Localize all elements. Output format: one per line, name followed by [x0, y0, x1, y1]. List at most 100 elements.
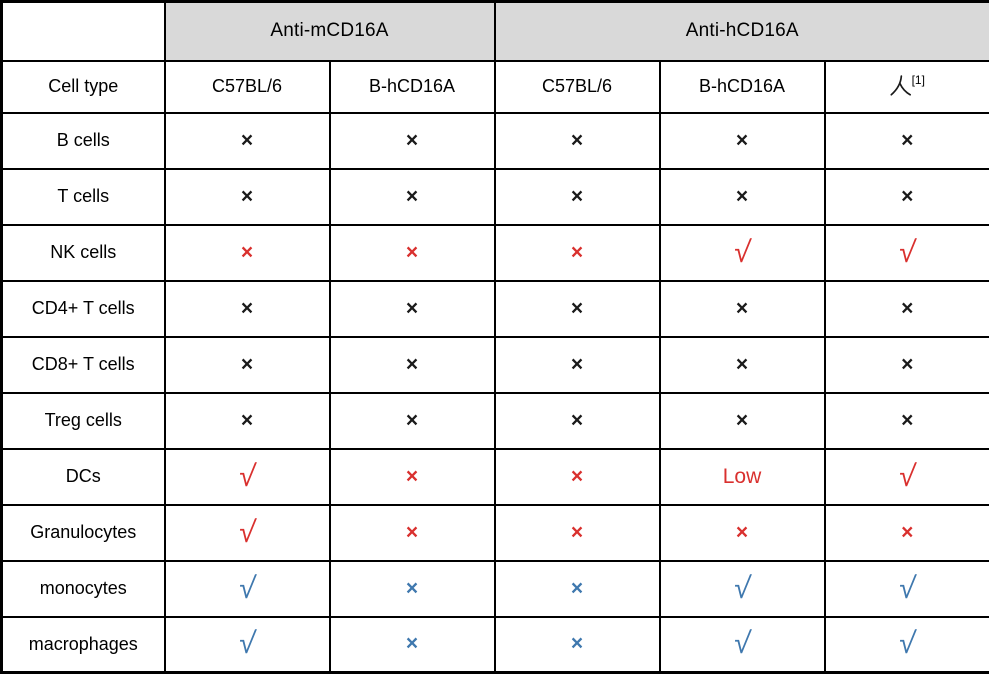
- cross-mark: ×: [735, 128, 749, 152]
- cross-mark: ×: [570, 576, 584, 600]
- check-mark: √: [237, 459, 258, 493]
- cross-mark: ×: [405, 464, 419, 488]
- table-cell: √: [163, 615, 331, 674]
- table-cell: √: [163, 447, 331, 506]
- table-row-cd8-t-cells: CD8+ T cells × × × × ×: [0, 335, 989, 394]
- row-label-treg-cells: Treg cells: [0, 391, 166, 450]
- table-row-dcs: DCs √ × × Low √: [0, 447, 989, 506]
- cross-mark: ×: [570, 296, 584, 320]
- column-header-b-hcd16a-human: B-hCD16A: [658, 59, 826, 114]
- cross-mark: ×: [901, 296, 914, 320]
- cross-mark: ×: [240, 408, 254, 432]
- cross-mark: ×: [735, 352, 749, 376]
- table-row-treg-cells: Treg cells × × × × ×: [0, 391, 989, 450]
- table-row-monocytes: monocytes √ × × √ √: [0, 559, 989, 618]
- table-cell: ×: [328, 167, 496, 226]
- check-mark: √: [237, 515, 258, 549]
- table-cell: ×: [493, 111, 661, 170]
- cross-mark: ×: [570, 184, 584, 208]
- table-cell: ×: [658, 279, 826, 338]
- low-label: Low: [722, 464, 762, 488]
- table-cell: ×: [658, 167, 826, 226]
- row-label-dcs: DCs: [0, 447, 166, 506]
- cross-mark: ×: [570, 352, 584, 376]
- table-cell: √: [823, 447, 989, 506]
- table-cell: ×: [493, 279, 661, 338]
- row-label-granulocytes: Granulocytes: [0, 503, 166, 562]
- check-mark: √: [732, 235, 753, 269]
- cross-mark: ×: [405, 632, 419, 656]
- cross-mark: ×: [405, 576, 419, 600]
- table-cell: ×: [823, 279, 989, 338]
- table-cell: ×: [493, 167, 661, 226]
- row-label-nk-cells: NK cells: [0, 223, 166, 282]
- row-label-t-cells: T cells: [0, 167, 166, 226]
- table-cell: ×: [328, 559, 496, 618]
- table-cell: ×: [823, 391, 989, 450]
- cross-mark: ×: [240, 240, 254, 264]
- table-cell: ×: [823, 503, 989, 562]
- table-cell: ×: [328, 615, 496, 674]
- table-cell: ×: [493, 447, 661, 506]
- table-body: B cells × × × × × T cells × × × × × NK cells × × × √ √ CD4…: [0, 111, 989, 674]
- table-row-granulocytes: Granulocytes √ × × × ×: [0, 503, 989, 562]
- column-header-cell-type: Cell type: [0, 59, 166, 114]
- table-cell: ×: [328, 111, 496, 170]
- cross-mark: ×: [240, 184, 254, 208]
- check-mark: √: [732, 627, 753, 661]
- table-row-cd4-t-cells: CD4+ T cells × × × × ×: [0, 279, 989, 338]
- cross-mark: ×: [405, 240, 419, 264]
- cross-mark: ×: [405, 128, 419, 152]
- check-mark: √: [897, 459, 918, 493]
- table-cell: ×: [658, 503, 826, 562]
- row-label-b-cells: B cells: [0, 111, 166, 170]
- cross-mark: ×: [570, 408, 584, 432]
- table-cell: ×: [493, 615, 661, 674]
- table-cell: √: [658, 559, 826, 618]
- cross-mark: ×: [240, 352, 254, 376]
- table-cell: ×: [823, 167, 989, 226]
- table-cell: √: [823, 615, 989, 674]
- cross-mark: ×: [901, 128, 914, 152]
- human-character-glyph: [889, 74, 911, 96]
- table-cell: √: [163, 559, 331, 618]
- reference-superscript: [1]: [911, 72, 925, 87]
- table-cell: ×: [658, 391, 826, 450]
- check-mark: √: [897, 627, 918, 661]
- table-row-b-cells: B cells × × × × ×: [0, 111, 989, 170]
- cross-mark: ×: [735, 520, 749, 544]
- table-cell: √: [823, 223, 989, 282]
- row-label-macrophages: macrophages: [0, 615, 166, 674]
- cross-mark: ×: [735, 184, 749, 208]
- table-row-nk-cells: NK cells × × × √ √: [0, 223, 989, 282]
- cross-mark: ×: [570, 464, 584, 488]
- human-character-label: [1]: [889, 72, 925, 96]
- table-cell: ×: [163, 111, 331, 170]
- table-cell: √: [658, 223, 826, 282]
- table-cell: ×: [328, 391, 496, 450]
- cross-mark: ×: [901, 408, 914, 432]
- table-cell: ×: [163, 391, 331, 450]
- table-cell: ×: [658, 111, 826, 170]
- cross-mark: ×: [570, 240, 584, 264]
- cross-mark: ×: [240, 128, 254, 152]
- cross-mark: ×: [735, 408, 749, 432]
- table-cell: ×: [328, 223, 496, 282]
- column-header-b-hcd16a-mouse: B-hCD16A: [328, 59, 496, 114]
- cross-mark: ×: [405, 520, 419, 544]
- column-header-human: [1]: [823, 59, 989, 114]
- table-cell: ×: [328, 279, 496, 338]
- table-cell: ×: [493, 559, 661, 618]
- cross-mark: ×: [405, 352, 419, 376]
- check-mark: √: [732, 571, 753, 605]
- check-mark: √: [897, 571, 918, 605]
- cross-mark: ×: [735, 296, 749, 320]
- group-header-anti-hcd16a: Anti-hCD16A: [493, 0, 989, 62]
- cross-mark: ×: [901, 184, 914, 208]
- check-mark: √: [897, 235, 918, 269]
- cross-mark: ×: [405, 296, 419, 320]
- column-header-c57bl6-human: C57BL/6: [493, 59, 661, 114]
- table-cell: ×: [823, 111, 989, 170]
